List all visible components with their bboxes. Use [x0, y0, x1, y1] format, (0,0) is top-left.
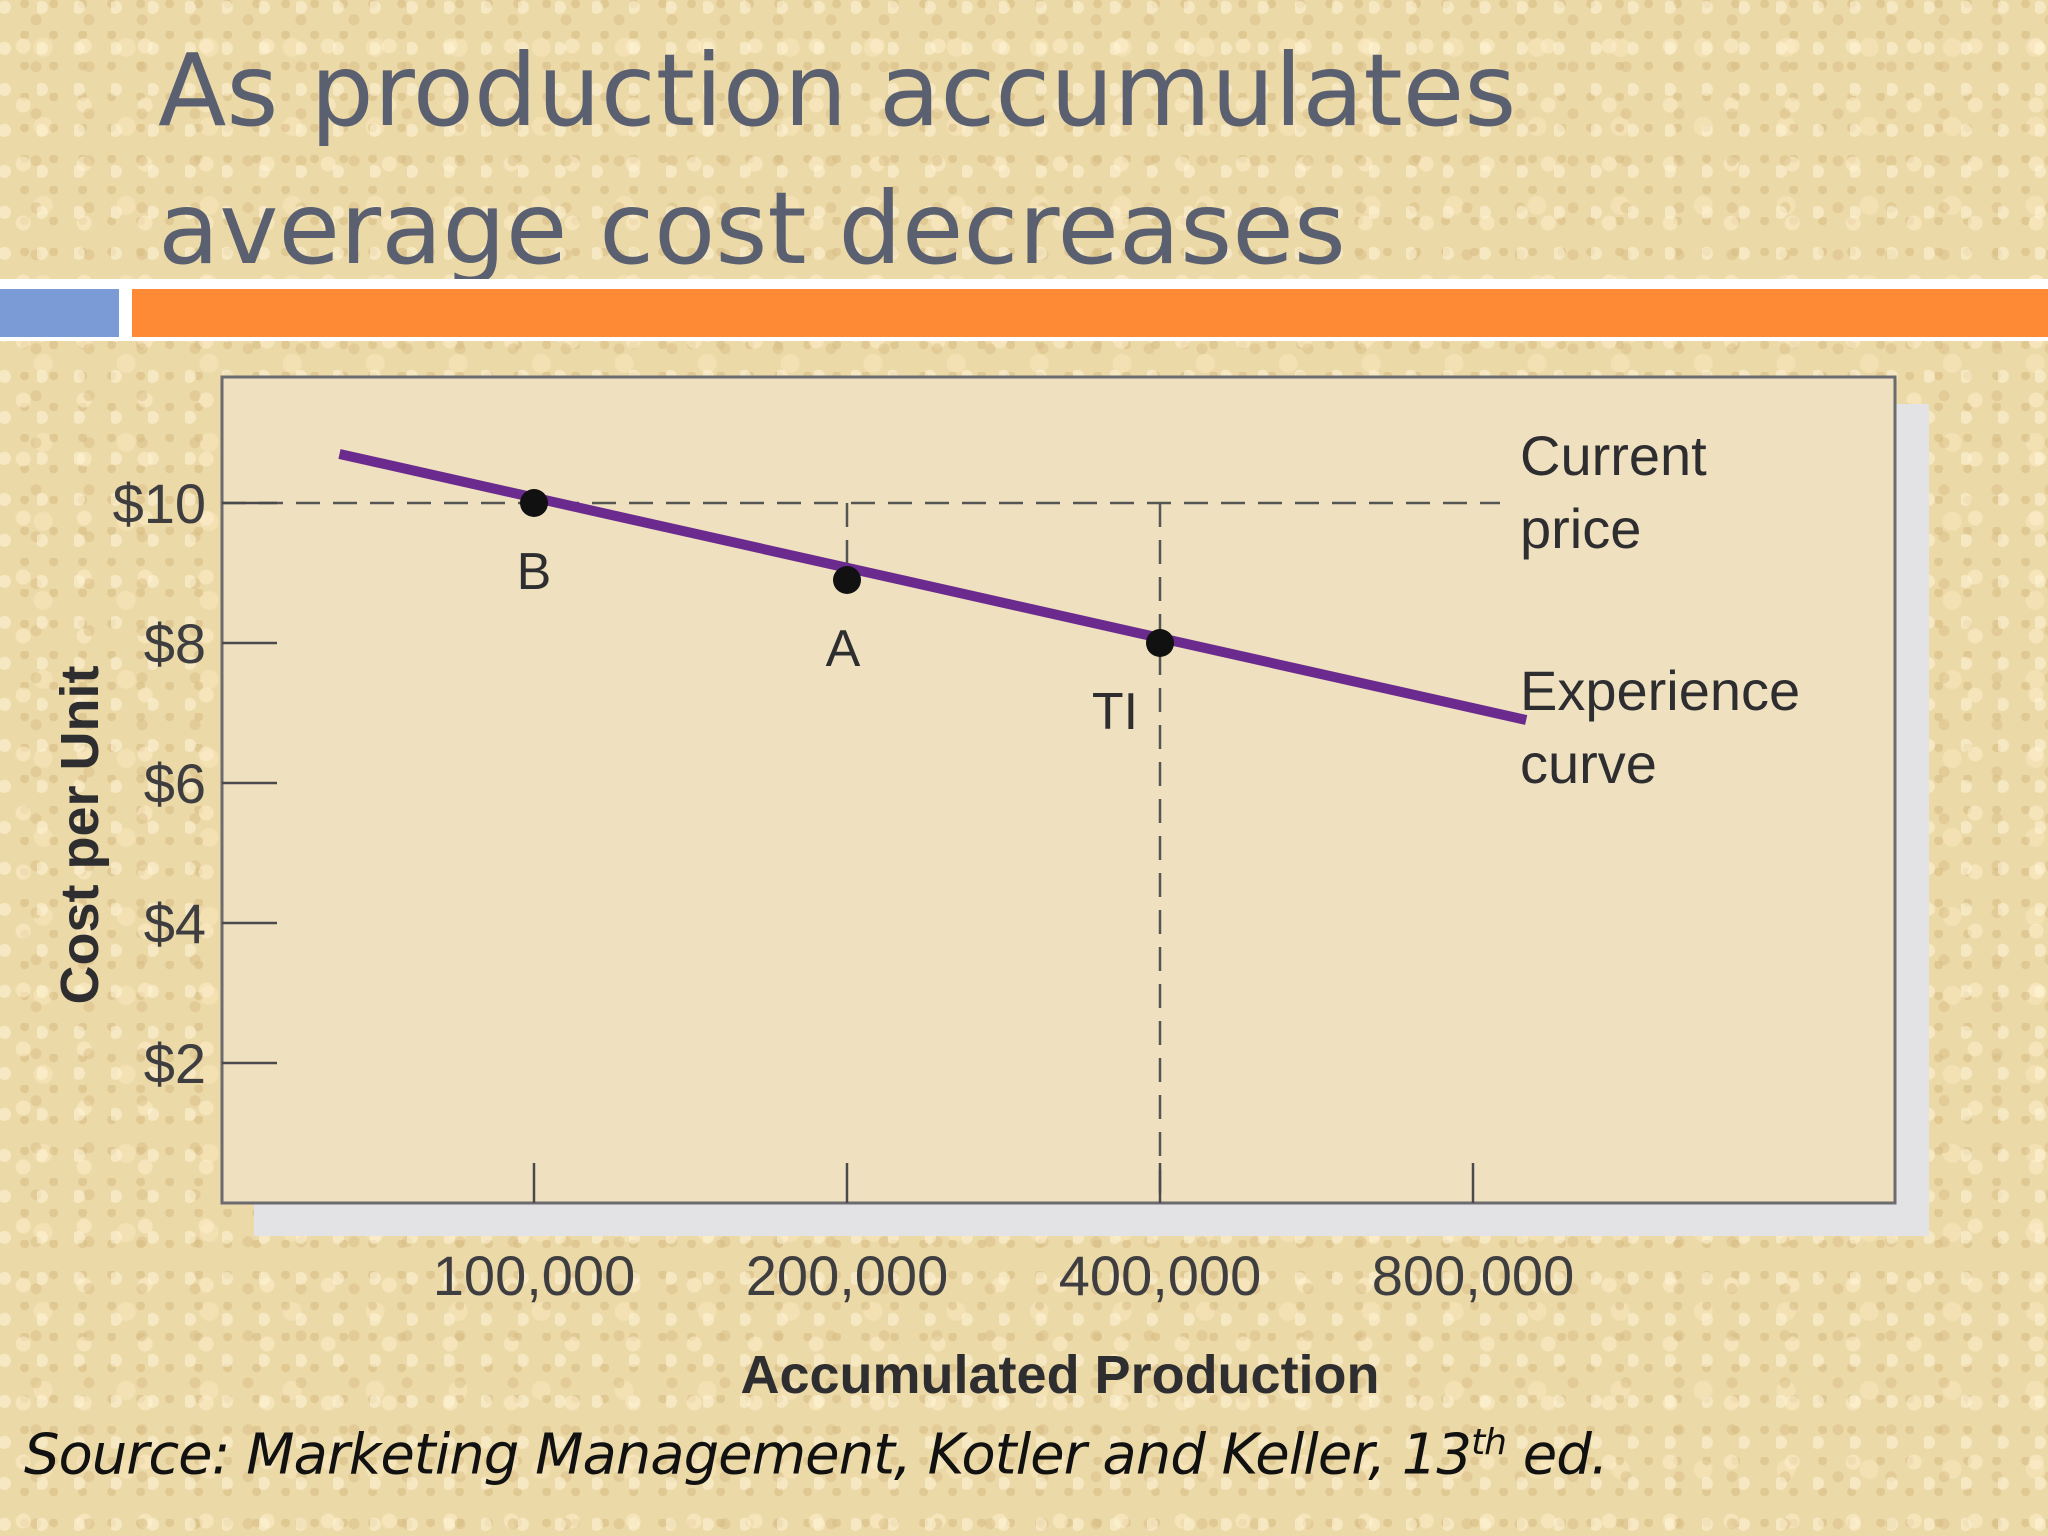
- slide-title-line-1: As production accumulates: [158, 32, 1517, 149]
- x-tick-label-2: 400,000: [1059, 1244, 1261, 1307]
- y-tick-label-1: $4: [144, 892, 206, 955]
- x-axis-ticks: 100,000 200,000 400,000 800,000: [433, 1163, 1574, 1307]
- x-tick-label-3: 800,000: [1372, 1244, 1574, 1307]
- point-b: [520, 489, 548, 517]
- y-tick-label-3: $8: [144, 612, 206, 675]
- accent-bar-orange: [132, 289, 2048, 337]
- accent-bar-blue: [0, 289, 119, 337]
- slide-title: As production accumulates average cost d…: [158, 22, 1858, 298]
- point-label-ti: TI: [1092, 683, 1138, 741]
- source-superscript: th: [1471, 1422, 1507, 1463]
- experience-curve-label-line-1: Experience: [1520, 659, 1800, 722]
- x-axis-title: Accumulated Production: [740, 1345, 1379, 1405]
- source-suffix: ed.: [1506, 1422, 1609, 1488]
- y-axis-title: Cost per Unit: [50, 665, 110, 1004]
- plot-area: [220, 375, 1897, 1205]
- current-price-label-line-2: price: [1520, 497, 1641, 560]
- x-tick-label-1: 200,000: [746, 1244, 948, 1307]
- source-citation: Source: Marketing Management, Kotler and…: [24, 1422, 1924, 1488]
- points-layer: B A TI: [517, 489, 1174, 741]
- y-tick-label-4: $10: [113, 472, 206, 535]
- y-tick-label-2: $6: [144, 752, 206, 815]
- y-tick-label-0: $2: [144, 1032, 206, 1095]
- source-text: Source: Marketing Management, Kotler and…: [24, 1422, 1472, 1488]
- x-tick-label-0: 100,000: [433, 1244, 635, 1307]
- y-axis-ticks: $2 $4 $6 $8 $10: [113, 472, 277, 1095]
- point-a: [833, 566, 861, 594]
- point-label-a: A: [826, 620, 861, 678]
- point-ti: [1146, 629, 1174, 657]
- guide-lines: [222, 501, 1500, 1203]
- slide-title-line-2: average cost decreases: [158, 170, 1346, 287]
- experience-curve-label-line-2: curve: [1520, 732, 1657, 795]
- point-label-b: B: [517, 543, 552, 601]
- current-price-label-line-1: Current: [1520, 424, 1707, 487]
